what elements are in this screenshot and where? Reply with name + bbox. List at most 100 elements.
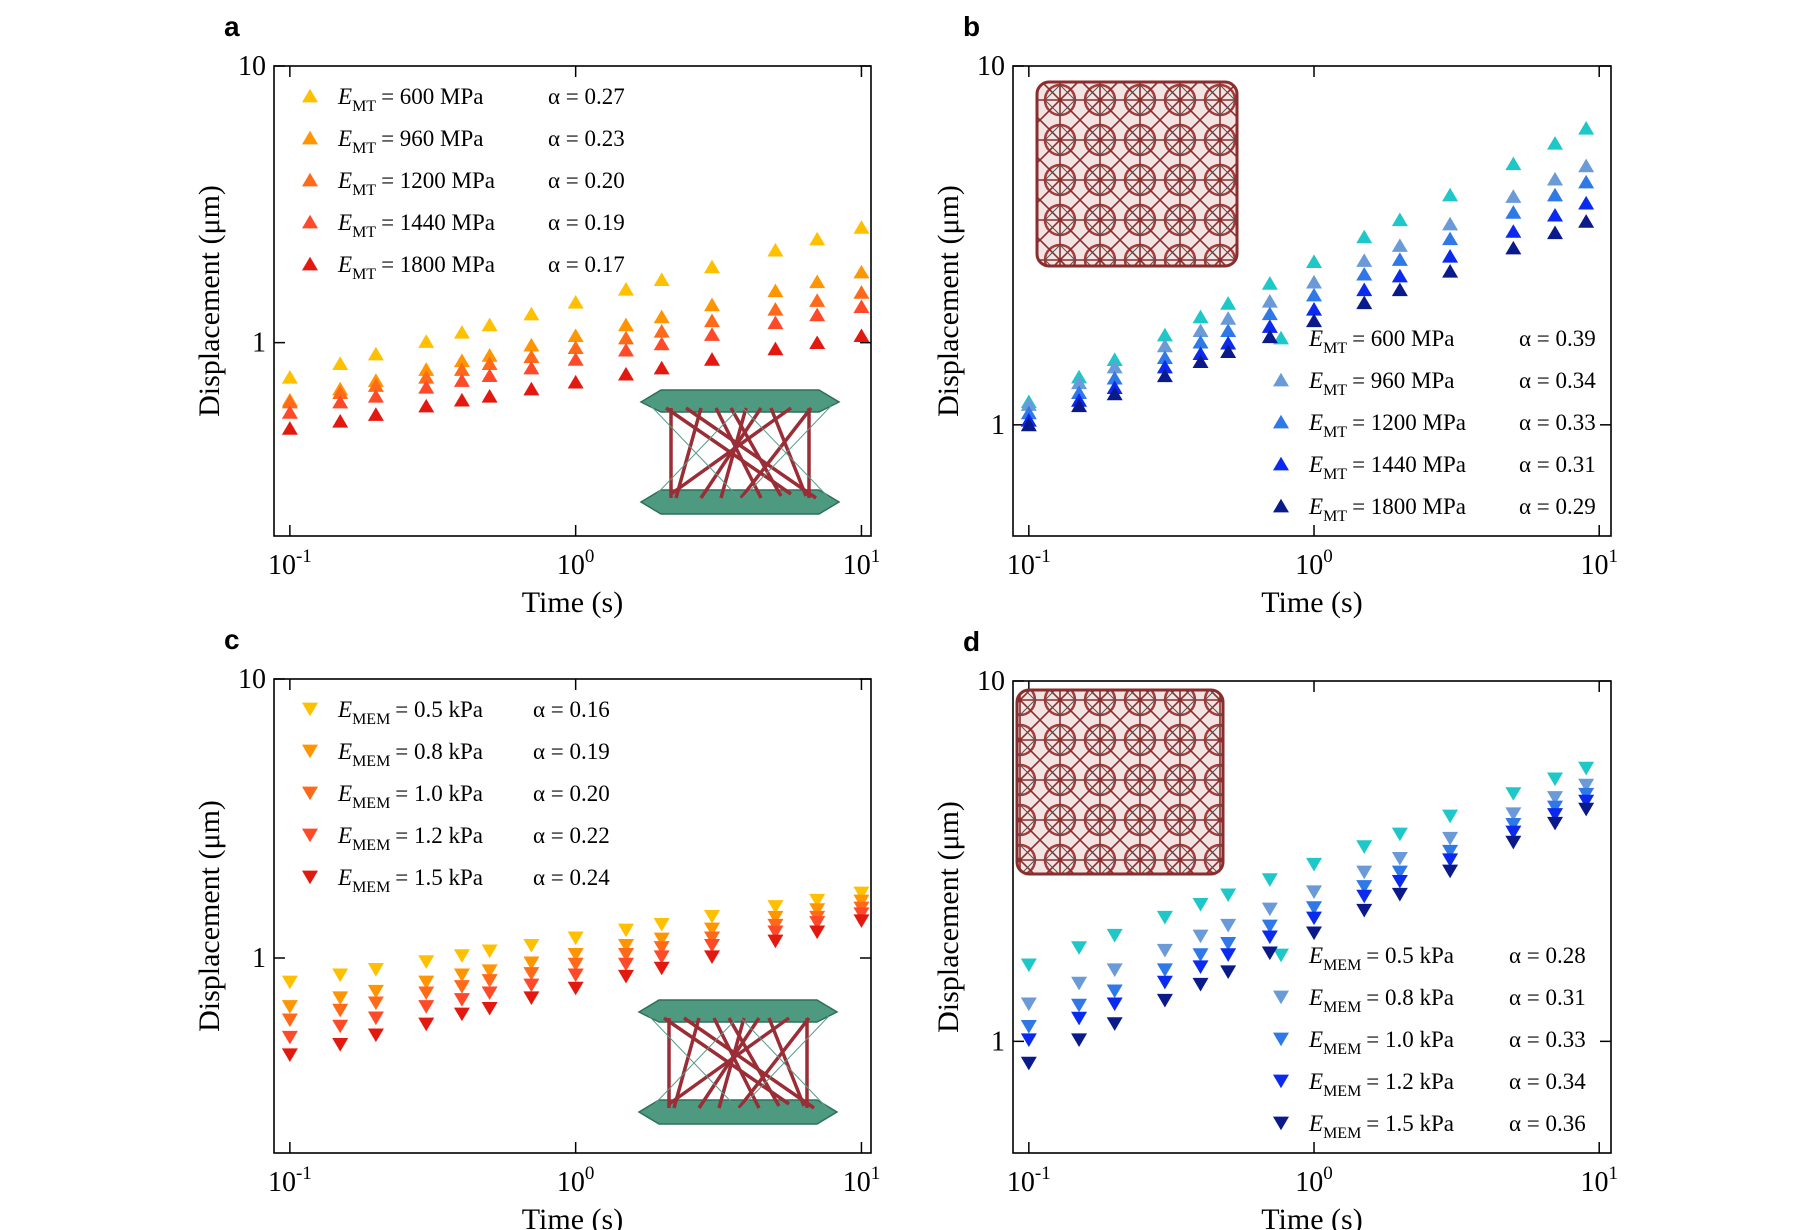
data-point	[1192, 929, 1209, 944]
data-point	[1306, 926, 1323, 941]
data-point	[1192, 977, 1209, 992]
data-point	[1071, 998, 1088, 1013]
data-point	[418, 955, 435, 969]
legend-symbol: E	[337, 210, 352, 235]
x-tick-label: 10-1	[1007, 546, 1051, 581]
data-point	[1020, 397, 1037, 411]
data-point	[1578, 802, 1595, 817]
data-point	[1578, 120, 1595, 135]
data-point	[1020, 958, 1037, 973]
panel-letter: a	[224, 11, 240, 42]
x-tick-label: 101	[1580, 546, 1618, 581]
legend-symbol: E	[337, 126, 352, 151]
data-point	[1192, 897, 1209, 912]
data-point	[853, 894, 870, 909]
data-point	[1020, 1020, 1037, 1034]
data-point	[853, 299, 870, 313]
data-point	[617, 366, 634, 381]
data-point	[1156, 993, 1173, 1008]
data-point	[332, 1038, 349, 1052]
data-point	[523, 938, 540, 953]
data-point	[1442, 187, 1459, 202]
data-point	[481, 974, 498, 988]
y-axis-label: Displacement (μm)	[193, 185, 226, 417]
data-point	[704, 313, 721, 328]
data-point	[481, 348, 498, 362]
legend-subscript: MT	[352, 182, 376, 199]
legend-name: = 1.0 kPa	[1366, 1027, 1454, 1052]
data-point	[617, 948, 634, 962]
data-point	[617, 969, 634, 984]
data-point	[1106, 997, 1123, 1012]
legend-name: = 0.5 kPa	[1366, 943, 1454, 968]
data-point	[481, 389, 498, 403]
data-point	[767, 242, 784, 257]
data-point	[1261, 329, 1278, 344]
x-tick-exponent: -1	[1035, 546, 1051, 567]
legend-marker	[1273, 456, 1289, 471]
data-point	[1505, 818, 1522, 832]
x-tick-base: 10	[268, 550, 296, 581]
data-point	[1442, 216, 1459, 231]
data-point	[1106, 370, 1123, 385]
y-axis-label: Displacement (μm)	[932, 185, 965, 417]
legend-marker	[302, 744, 318, 759]
data-point	[1505, 807, 1522, 822]
legend-alpha: α = 0.39	[1519, 326, 1596, 351]
data-point	[332, 356, 349, 370]
legend-subscript: MEM	[1323, 1125, 1361, 1142]
legend-label: EMT = 1200 MPa	[337, 168, 495, 199]
data-point	[1106, 359, 1123, 374]
data-point	[1547, 800, 1564, 815]
legend-symbol: E	[337, 865, 352, 890]
data-point	[1391, 268, 1408, 283]
data-point	[1547, 808, 1564, 822]
data-point	[853, 285, 870, 299]
legend-label: EMEM = 0.8 kPa	[337, 739, 483, 770]
legend-label: EMEM = 0.5 kPa	[337, 697, 483, 728]
legend-marker	[1273, 1032, 1289, 1047]
data-point	[1192, 354, 1209, 369]
data-point	[653, 323, 670, 338]
legend-label: EMT = 960 MPa	[1308, 368, 1454, 399]
data-point	[1547, 772, 1564, 787]
data-point	[281, 405, 298, 419]
x-tick-label: 10-1	[268, 546, 312, 581]
data-point	[1156, 963, 1173, 977]
data-point	[1442, 831, 1459, 846]
data-point	[767, 910, 784, 925]
data-point	[1192, 323, 1209, 338]
data-point	[704, 950, 721, 964]
data-point	[567, 295, 584, 309]
legend-symbol: E	[1308, 452, 1323, 477]
data-point	[1547, 136, 1564, 150]
legend-symbol: E	[1308, 1027, 1323, 1052]
x-tick-exponent: 0	[585, 546, 595, 567]
data-point	[1106, 1017, 1123, 1031]
data-point	[853, 220, 870, 234]
data-point	[704, 259, 721, 274]
data-point	[1156, 943, 1173, 958]
data-point	[1306, 885, 1323, 900]
data-point	[453, 353, 470, 368]
data-point	[567, 328, 584, 343]
legend-name: = 960 MPa	[1352, 368, 1454, 393]
data-point	[367, 1011, 384, 1026]
legend-alpha: α = 0.31	[1509, 985, 1586, 1010]
data-point	[1071, 1033, 1088, 1048]
data-point	[1306, 857, 1323, 872]
data-point	[418, 362, 435, 376]
data-point	[1106, 352, 1123, 366]
axes-frame	[273, 65, 872, 537]
legend-label: EMT = 960 MPa	[337, 126, 483, 157]
legend-label: EMT = 1800 MPa	[337, 252, 495, 283]
legend-subscript: MT	[1323, 424, 1347, 441]
legend-alpha: α = 0.34	[1519, 368, 1596, 393]
data-point	[1220, 335, 1237, 350]
data-point	[809, 335, 826, 350]
y-tick-label: 10	[238, 51, 266, 82]
data-point	[1391, 874, 1408, 889]
data-point	[1505, 240, 1522, 255]
